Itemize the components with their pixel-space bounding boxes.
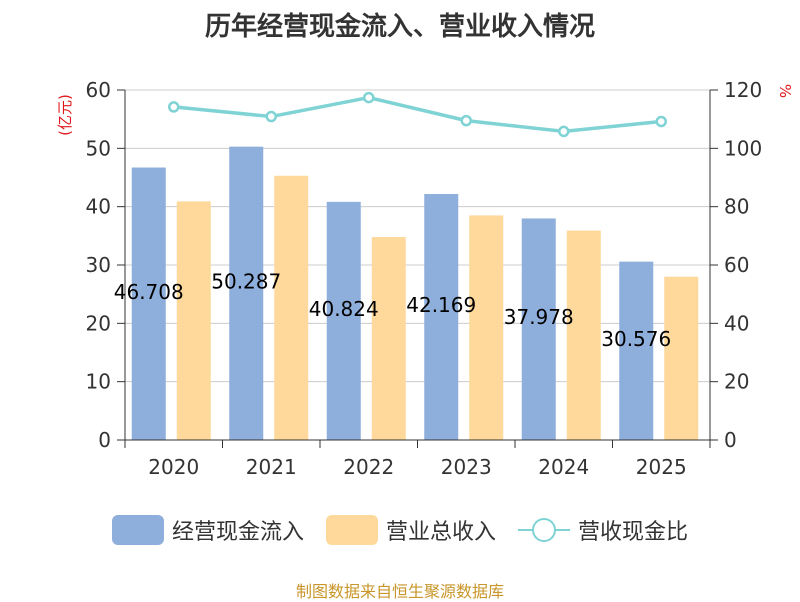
bar-cash-inflow [619,261,654,440]
left-tick-label: 60 [86,78,111,102]
data-label-cash-inflow: 42.169 [406,293,476,317]
data-label-cash-inflow: 40.824 [309,297,379,321]
right-tick-label: 100 [724,136,762,160]
legend-label-cash-inflow: 经营现金流入 [171,520,304,545]
left-tick-label: 30 [86,253,111,277]
legend-item-ratio[interactable]: 营收现金比 [518,514,688,546]
bar-revenue [664,276,699,440]
point-ratio [265,110,277,123]
legend-label-revenue: 营业总收入 [385,520,496,545]
x-tick-label: 2023 [441,455,492,479]
left-tick-label: 20 [86,311,111,335]
right-tick-label: 80 [724,195,749,219]
line-ratio [173,95,662,134]
point-ratio [460,114,472,127]
legend-item-cash-inflow[interactable]: 经营现金流入 [111,514,304,546]
x-tick-label: 2020 [148,455,199,479]
bar-revenue [176,201,211,440]
point-ratio [168,101,180,113]
left-tick-label: 10 [86,370,111,394]
x-tick-label: 2021 [246,455,297,479]
legend-line-ratio-icon [518,515,570,545]
chart-title: 历年经营现金流入、营业收入情况 [204,12,595,42]
left-tick-label: 0 [98,428,111,452]
bar-revenue [469,215,504,440]
bar-cash-inflow [229,146,264,440]
bar-cash-inflow [521,218,556,440]
point-ratio [363,91,375,104]
source-note: 制图数据来自恒生聚源数据库 [295,582,504,601]
left-axis-unit: (亿元) [56,94,74,136]
legend-item-revenue[interactable]: 营业总收入 [325,514,496,546]
data-label-cash-inflow: 37.978 [504,305,574,329]
data-label-cash-inflow: 50.287 [211,269,281,293]
point-ratio [655,115,667,128]
right-tick-label: 40 [724,311,749,335]
legend-swatch-revenue [325,515,378,545]
right-tick-label: 0 [724,428,737,452]
right-tick-label: 120 [724,78,762,102]
x-tick-label: 2024 [538,455,589,479]
right-axis-unit: % [776,84,794,98]
x-tick-label: 2025 [636,455,687,479]
bar-cash-inflow [131,167,166,440]
right-tick-label: 20 [724,370,749,394]
bar-cash-inflow [326,201,361,440]
legend-label-ratio: 营收现金比 [578,520,689,545]
left-tick-label: 40 [86,195,111,219]
point-ratio [558,125,570,138]
legend: 经营现金流入 营业总收入 营收现金比 [0,514,800,546]
bar-cash-inflow [424,194,459,440]
bar-revenue [274,175,309,440]
data-label-cash-inflow: 46.708 [114,280,184,304]
left-tick-label: 50 [86,136,111,160]
data-label-cash-inflow: 30.576 [601,327,671,351]
bar-revenue [371,237,406,440]
x-tick-label: 2022 [343,455,394,479]
legend-swatch-cash-inflow [111,515,164,545]
right-tick-label: 60 [724,253,749,277]
bar-revenue [566,230,601,440]
